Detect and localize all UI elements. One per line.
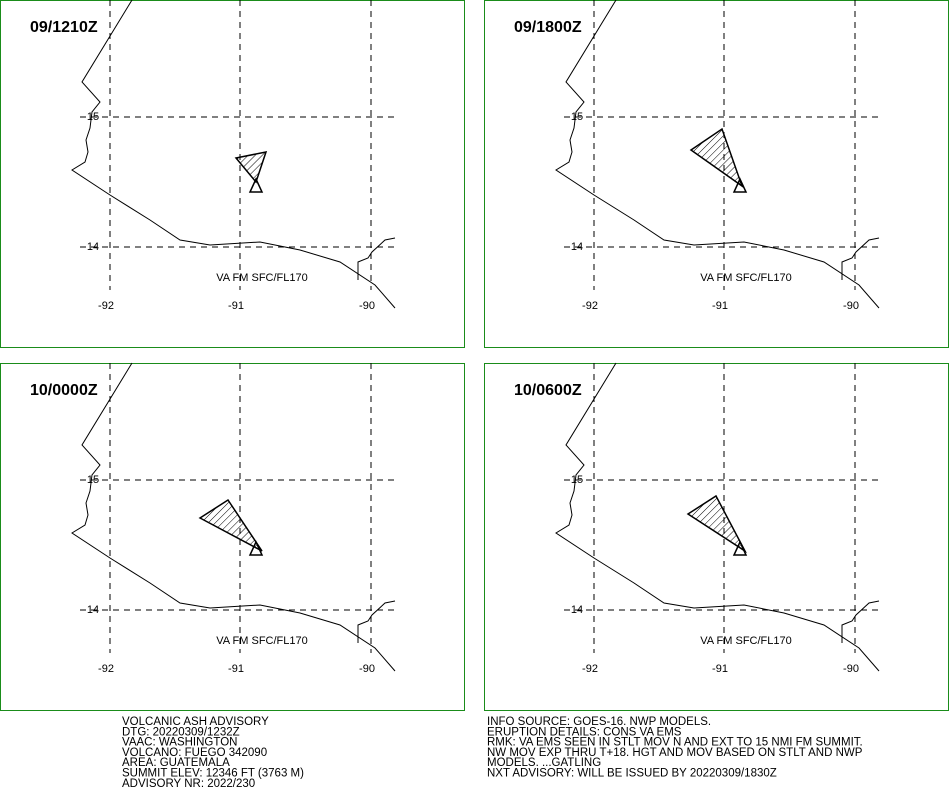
level-label: VA FM SFC/FL170 [700, 635, 792, 647]
advisory-line: NW MOV EXP THRU T+18. HGT AND MOV BASED … [487, 747, 863, 759]
volcano [732, 177, 748, 193]
lat-label: 15 [87, 474, 99, 486]
panel-frame [484, 363, 949, 711]
lat-label: 15 [571, 474, 583, 486]
level-label: VA FM SFC/FL170 [216, 272, 308, 284]
border [841, 600, 880, 643]
coastline [555, 0, 880, 309]
advisory-line: ADVISORY NR: 2022/230 [122, 778, 255, 790]
lon-label: -90 [843, 663, 859, 675]
volcano [732, 540, 748, 556]
lon-label: -91 [228, 663, 244, 675]
panel-frame [484, 0, 949, 348]
lon-label: -90 [843, 300, 859, 312]
advisory-line: AREA: GUATEMALA [122, 757, 230, 769]
lon-label: -91 [228, 300, 244, 312]
map-panel: 09/1210Z VA FM SFC/FL170 15 14 -92 -91 -90 [0, 0, 465, 348]
lon-label: -91 [712, 300, 728, 312]
level-label: VA FM SFC/FL170 [216, 635, 308, 647]
lat-label: 15 [87, 111, 99, 123]
volcano [248, 177, 264, 193]
panel-frame [0, 0, 465, 348]
valid-time: 09/1800Z [514, 19, 582, 36]
valid-time: 10/0600Z [514, 382, 582, 399]
lon-label: -90 [359, 663, 375, 675]
map-panel: 10/0000Z VA FM SFC/FL170 15 14 -92 -91 -90 [0, 362, 465, 711]
lat-label: 14 [87, 604, 99, 616]
advisory-line: ERUPTION DETAILS: CONS VA EMS [487, 726, 682, 738]
ash-area [689, 127, 744, 188]
advisory-line: INFO SOURCE: GOES-16. NWP MODELS. [487, 716, 711, 728]
lon-label: -91 [712, 663, 728, 675]
coastline [71, 362, 396, 672]
advisory-line: VAAC: WASHINGTON [122, 737, 237, 749]
valid-time: 10/0000Z [30, 382, 98, 399]
advisory-line: DTG: 20220309/1232Z [122, 726, 240, 738]
ash-area [234, 151, 268, 184]
lat-label: 14 [571, 241, 583, 253]
coastline [71, 0, 396, 309]
advisory-line: MODELS. ...GATLING [487, 757, 601, 769]
advisory-line: RMK: VA EMS SEEN IN STLT MOV N AND EXT T… [487, 737, 863, 749]
advisory-line: VOLCANO: FUEGO 342090 [122, 747, 267, 759]
ash-area [198, 498, 263, 552]
ash-area [686, 494, 748, 554]
map-panel: 10/0600Z VA FM SFC/FL170 15 14 -92 -91 -90 [484, 362, 949, 711]
panel-frame [0, 363, 465, 711]
lat-label: 15 [571, 111, 583, 123]
volcano [248, 540, 264, 556]
border [357, 237, 396, 280]
advisory-line: VOLCANIC ASH ADVISORY [122, 716, 269, 728]
lon-label: -92 [98, 663, 114, 675]
coastline [555, 362, 880, 672]
lon-label: -92 [582, 663, 598, 675]
advisory-line: NXT ADVISORY: WILL BE ISSUED BY 20220309… [487, 768, 777, 780]
border [841, 237, 880, 280]
valid-time: 09/1210Z [30, 19, 98, 36]
lon-label: -92 [98, 300, 114, 312]
border [357, 600, 396, 643]
map-panel: 09/1800Z VA FM SFC/FL170 15 14 -92 -91 -90 [484, 0, 949, 348]
advisory-line: SUMMIT ELEV: 12346 FT (3763 M) [122, 768, 304, 780]
lat-label: 14 [571, 604, 583, 616]
lat-label: 14 [87, 241, 99, 253]
lon-label: -90 [359, 300, 375, 312]
lon-label: -92 [582, 300, 598, 312]
level-label: VA FM SFC/FL170 [700, 272, 792, 284]
